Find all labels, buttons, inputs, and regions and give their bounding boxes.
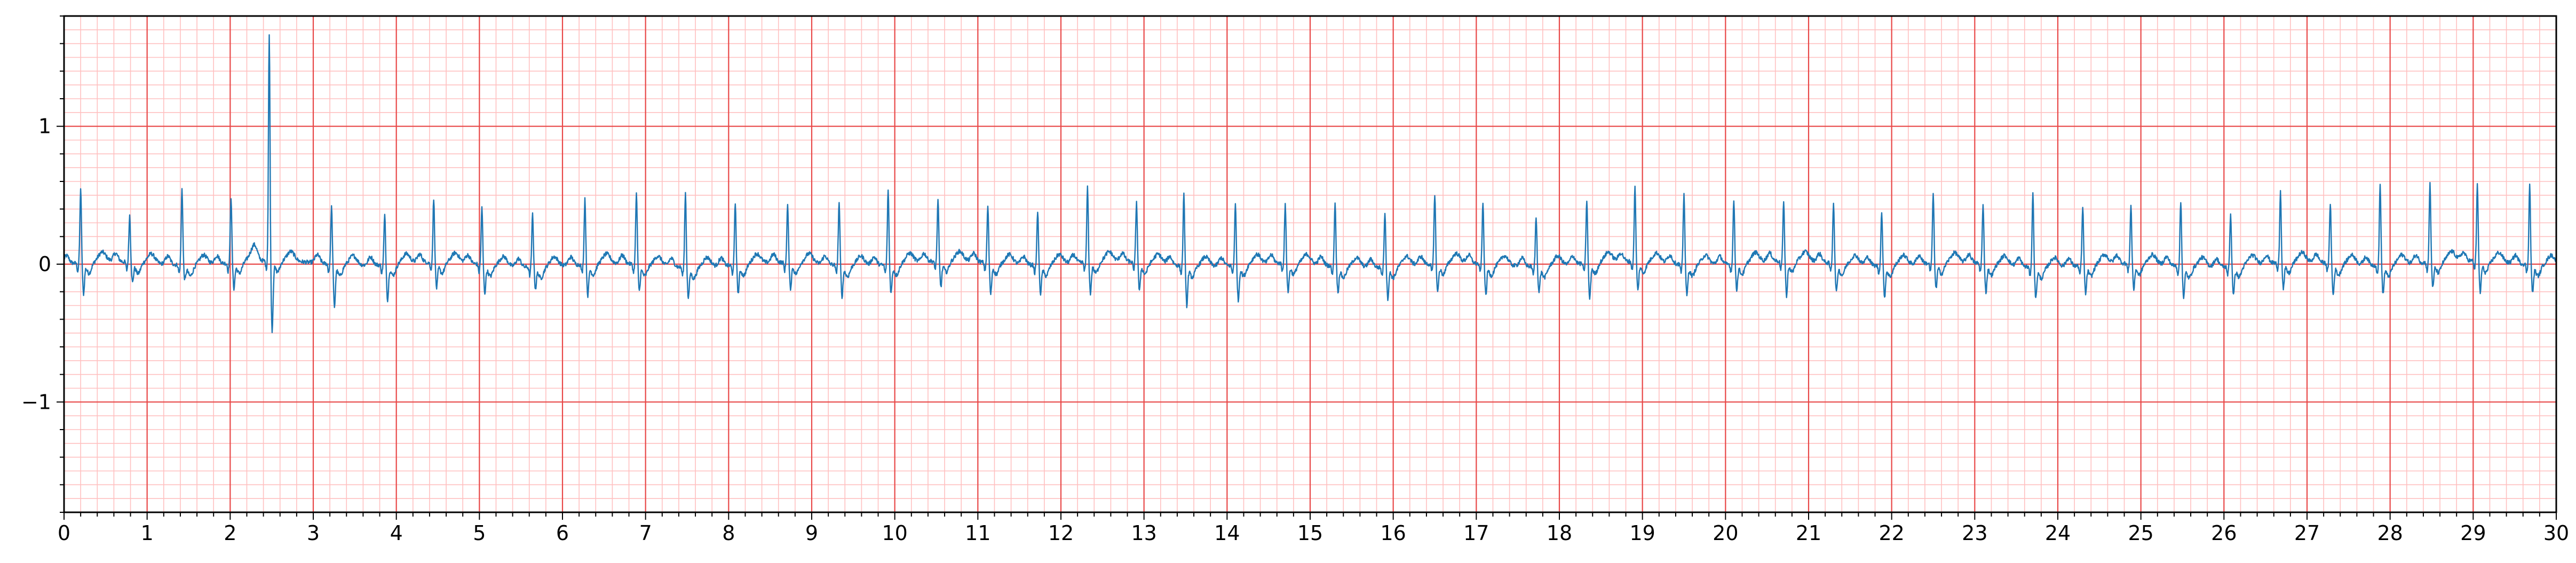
x-tick-label: 9 [805, 521, 818, 545]
x-tick-label: 25 [2128, 521, 2153, 545]
x-tick-label: 14 [1214, 521, 1240, 545]
x-tick-label: 16 [1380, 521, 1406, 545]
x-tick-label: 4 [390, 521, 403, 545]
x-tick-label: 10 [882, 521, 907, 545]
x-tick-label: 27 [2294, 521, 2320, 545]
x-tick-label: 30 [2543, 521, 2569, 545]
x-tick-label: 22 [1879, 521, 1904, 545]
x-tick-label: 7 [639, 521, 652, 545]
x-tick-label: 19 [1629, 521, 1655, 545]
ecg-trace-line [64, 34, 2557, 334]
x-tick-label: 6 [556, 521, 569, 545]
x-tick-label: 5 [473, 521, 486, 545]
y-axis: −1 0 1 [21, 15, 64, 513]
x-tick-label: 2 [224, 521, 236, 545]
x-tick-label: 8 [722, 521, 735, 545]
x-tick-label: 15 [1297, 521, 1323, 545]
x-tick-label: 3 [307, 521, 320, 545]
x-tick-label: 17 [1463, 521, 1489, 545]
ecg-trace-layer [64, 34, 2557, 334]
y-tick-label: −1 [21, 390, 51, 414]
x-tick-label: 21 [1796, 521, 1821, 545]
x-tick-label: 13 [1131, 521, 1156, 545]
x-tick-label: 1 [141, 521, 154, 545]
x-tick-label: 18 [1547, 521, 1572, 545]
x-tick-label: 24 [2045, 521, 2071, 545]
x-tick-label: 26 [2211, 521, 2237, 545]
y-tick-label: 1 [38, 115, 51, 138]
x-tick-label: 11 [965, 521, 990, 545]
x-axis: 0 1 2 3 4 5 6 7 8 9 10 11 12 13 14 15 16 17 18 19 20 21 22 23 24… [58, 512, 2569, 545]
x-tick-label: 12 [1048, 521, 1074, 545]
x-tick-label: 0 [58, 521, 70, 545]
x-tick-label: 20 [1713, 521, 1738, 545]
x-tick-label: 28 [2377, 521, 2403, 545]
x-tick-label: 29 [2460, 521, 2486, 545]
x-tick-label: 23 [1962, 521, 1987, 545]
major-grid [63, 16, 2557, 512]
y-tick-label: 0 [38, 252, 51, 276]
